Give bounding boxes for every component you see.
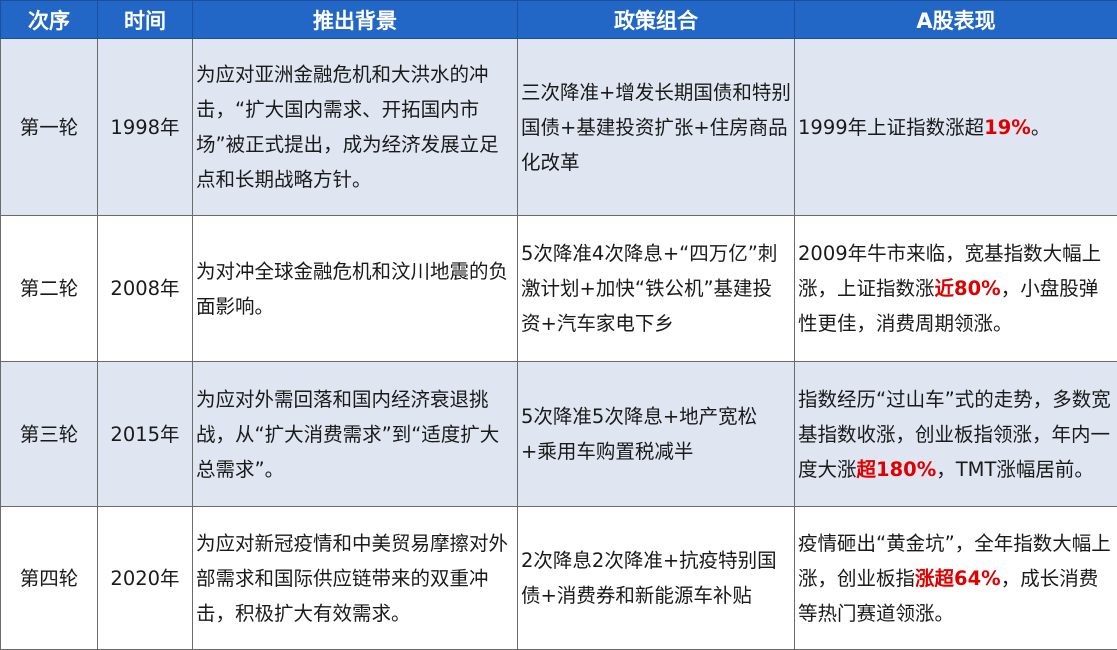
header-round: 次序 [1, 1, 98, 39]
background-cell: 为应对新冠疫情和中美贸易摩擦对外部需求和国际供应链带来的双重冲击，积极扩大有效需… [193, 507, 518, 650]
performance-cell: 指数经历“过山车”式的走势，多数宽基指数收涨，创业板指领涨，年内一度大涨超180… [795, 362, 1117, 507]
table-row: 第二轮 2008年 为对冲全球金融危机和汶川地震的负面影响。 5次降准4次降息+… [1, 216, 1117, 362]
year-cell: 1998年 [98, 39, 193, 216]
header-row: 次序 时间 推出背景 政策组合 A股表现 [1, 1, 1117, 39]
performance-highlight: 超180% [857, 458, 937, 481]
performance-cell: 2009年牛市来临，宽基指数大幅上涨，上证指数涨近80%，小盘股弹性更佳，消费周… [795, 216, 1117, 362]
performance-text-end: 。 [1031, 116, 1051, 139]
table-row: 第一轮 1998年 为应对亚洲金融危机和大洪水的冲击，“扩大国内需求、开拓国内市… [1, 39, 1117, 216]
year-cell: 2015年 [98, 362, 193, 507]
policy-cell: 2次降息2次降准+抗疫特别国债+消费券和新能源车补贴 [518, 507, 795, 650]
performance-highlight: 近80% [935, 277, 1001, 300]
performance-highlight: 涨超64% [915, 567, 1001, 590]
performance-cell: 疫情砸出“黄金坑”，全年指数大幅上涨，创业板指涨超64%，成长消费等热门赛道领涨… [795, 507, 1117, 650]
round-cell: 第三轮 [1, 362, 98, 507]
performance-cell: 1999年上证指数涨超19%。 [795, 39, 1117, 216]
header-year: 时间 [98, 1, 193, 39]
background-cell: 为应对外需回落和国内经济衰退挑战，从“扩大消费需求”到“适度扩大总需求”。 [193, 362, 518, 507]
performance-highlight: 19% [984, 116, 1031, 139]
year-cell: 2008年 [98, 216, 193, 362]
header-background: 推出背景 [193, 1, 518, 39]
policy-cell: 5次降准5次降息+地产宽松+乘用车购置税减半 [518, 362, 795, 507]
round-cell: 第一轮 [1, 39, 98, 216]
performance-text: 1999年上证指数涨超 [798, 116, 984, 139]
header-a-share-performance: A股表现 [795, 1, 1117, 39]
background-cell: 为对冲全球金融危机和汶川地震的负面影响。 [193, 216, 518, 362]
background-cell: 为应对亚洲金融危机和大洪水的冲击，“扩大国内需求、开拓国内市场”被正式提出，成为… [193, 39, 518, 216]
policy-cell: 5次降准4次降息+“四万亿”刺激计划+加快“铁公机”基建投资+汽车家电下乡 [518, 216, 795, 362]
performance-text-end: ，TMT涨幅居前。 [936, 458, 1094, 481]
table-row: 第四轮 2020年 为应对新冠疫情和中美贸易摩擦对外部需求和国际供应链带来的双重… [1, 507, 1117, 650]
year-cell: 2020年 [98, 507, 193, 650]
table-row: 第三轮 2015年 为应对外需回落和国内经济衰退挑战，从“扩大消费需求”到“适度… [1, 362, 1117, 507]
policy-cell: 三次降准+增发长期国债和特别国债+基建投资扩张+住房商品化改革 [518, 39, 795, 216]
round-cell: 第二轮 [1, 216, 98, 362]
round-cell: 第四轮 [1, 507, 98, 650]
header-policy: 政策组合 [518, 1, 795, 39]
